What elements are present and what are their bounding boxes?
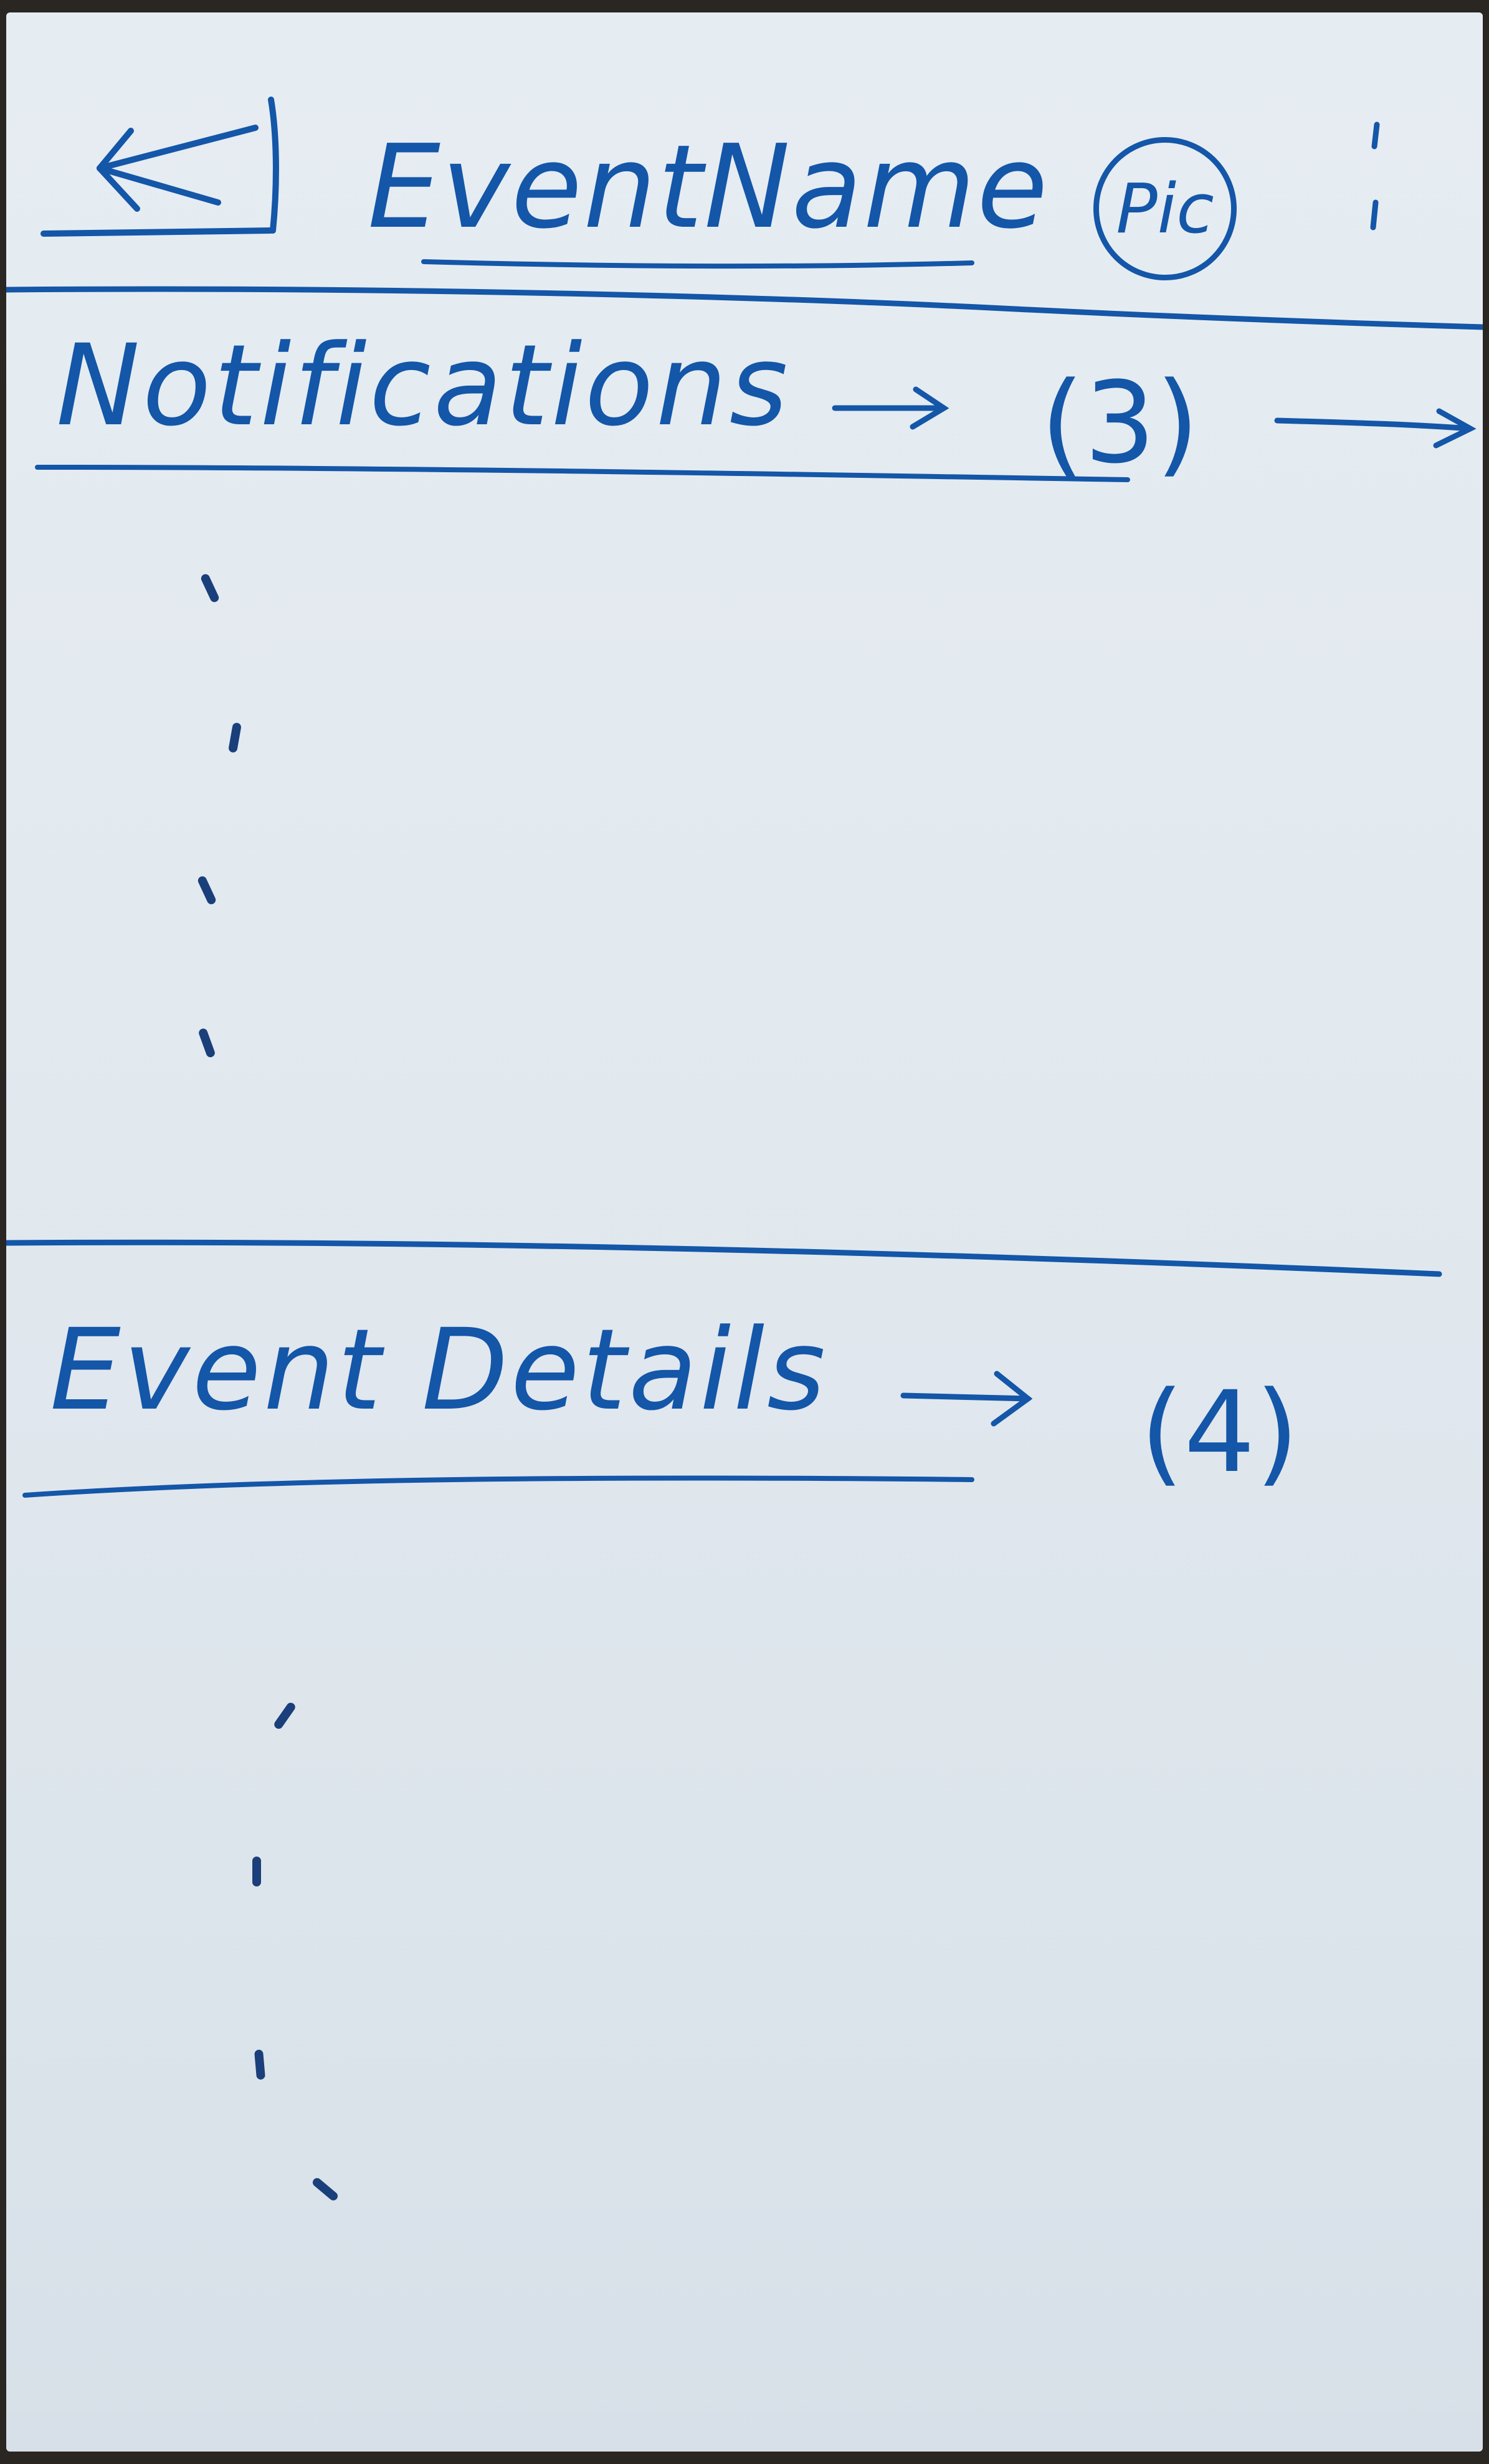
back-button[interactable] — [31, 75, 293, 249]
app-header: EventName Pic — [6, 12, 1483, 287]
list-item[interactable] — [197, 1027, 216, 1058]
notifications-count: (3) — [1040, 358, 1199, 488]
list-item[interactable] — [227, 722, 242, 753]
section-divider — [6, 1239, 1442, 1277]
list-item[interactable] — [196, 875, 217, 906]
event-details-label: Event Details — [50, 1305, 828, 1435]
avatar-label: Pic — [1116, 169, 1214, 249]
arrow-left-icon — [40, 97, 279, 237]
event-details-underline — [22, 1475, 974, 1498]
notifications-underline — [35, 465, 1130, 482]
header-divider — [6, 286, 1483, 330]
event-details-count: (4) — [1140, 1368, 1299, 1498]
arrow-right-icon — [832, 386, 949, 430]
list-item[interactable] — [254, 2049, 266, 2080]
page-title: EventName — [368, 120, 1049, 254]
list-item[interactable] — [252, 1857, 261, 1886]
title-underline — [421, 259, 974, 269]
paper-sketch: EventName Pic Notifications (3) — [6, 12, 1483, 2452]
list-item[interactable] — [199, 573, 221, 604]
list-item[interactable] — [311, 2176, 340, 2202]
notifications-label: Notifications — [56, 321, 791, 451]
arrow-right-icon — [900, 1371, 1033, 1427]
more-vertical-icon[interactable] — [1358, 112, 1396, 249]
list-item[interactable] — [272, 1701, 297, 1731]
expand-arrow-icon[interactable] — [1265, 399, 1483, 455]
avatar[interactable]: Pic — [1093, 137, 1237, 280]
